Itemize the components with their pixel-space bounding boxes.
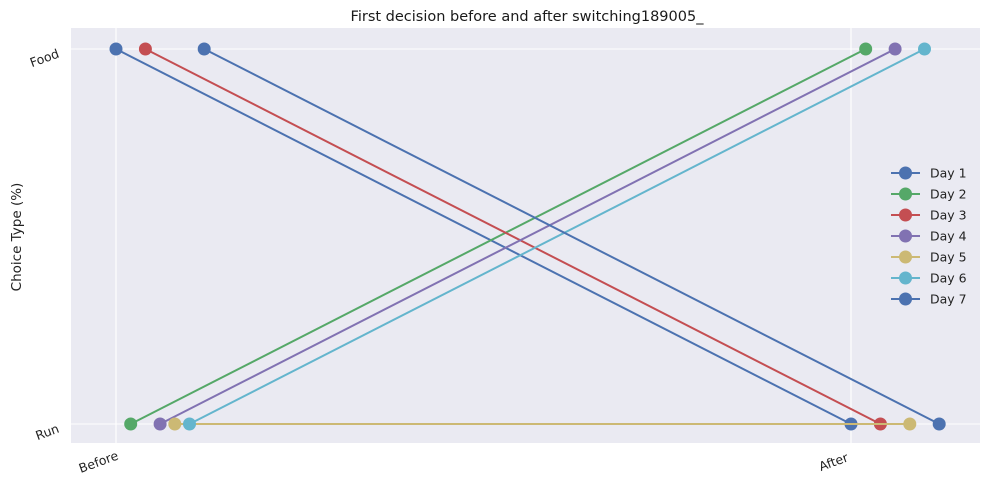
legend-marker	[899, 250, 912, 264]
legend-label: Day 3	[930, 208, 967, 223]
series-line	[159, 48, 896, 425]
legend-item: Day 7	[891, 292, 967, 307]
legend-marker	[899, 229, 912, 243]
legend-label: Day 2	[930, 187, 967, 202]
data-point	[859, 42, 873, 56]
legend-item: Day 1	[891, 166, 967, 181]
series-line	[203, 48, 940, 425]
series-line	[130, 48, 867, 425]
chart-title: First decision before and after switchin…	[351, 9, 705, 25]
series-7	[197, 42, 946, 431]
series-line	[144, 48, 881, 425]
y-tick-label: Run	[33, 421, 61, 443]
series-lines	[109, 42, 946, 431]
data-point	[183, 417, 196, 431]
legend-item: Day 3	[891, 208, 967, 223]
y-tick-label: Food	[28, 46, 61, 70]
data-point	[138, 42, 152, 56]
legend: Day 1 Day 2 Day 3 Day 4 Day 5 Day 6 Day 7	[891, 166, 967, 307]
legend-label: Day 6	[930, 271, 967, 286]
data-point	[932, 417, 946, 431]
legend-label: Day 4	[930, 229, 967, 244]
series-4	[153, 42, 902, 431]
y-axis-label: Choice Type (%)	[9, 183, 25, 292]
legend-marker	[899, 292, 912, 306]
legend-item: Day 5	[891, 250, 967, 265]
data-point	[109, 42, 123, 56]
legend-marker	[899, 271, 912, 285]
legend-label: Day 1	[930, 166, 967, 181]
data-point	[197, 42, 211, 56]
series-5	[168, 417, 917, 431]
data-point	[153, 417, 167, 431]
series-line	[189, 48, 925, 425]
data-point	[903, 417, 917, 431]
legend-label: Day 5	[930, 250, 967, 265]
legend-item: Day 2	[891, 187, 967, 202]
series-line	[115, 48, 852, 425]
legend-marker	[899, 208, 912, 222]
legend-label: Day 7	[930, 292, 967, 307]
series-2	[124, 42, 873, 431]
data-point	[124, 417, 138, 431]
legend-marker	[899, 187, 912, 201]
legend-marker	[899, 166, 912, 180]
x-tick-label: After	[817, 449, 851, 474]
x-tick-label: Before	[77, 448, 121, 476]
data-point	[918, 42, 931, 56]
data-point	[888, 42, 902, 56]
legend-item: Day 6	[891, 271, 967, 286]
data-point	[168, 417, 182, 431]
series-6	[183, 42, 931, 431]
legend-item: Day 4	[891, 229, 967, 244]
series-3	[138, 42, 887, 431]
